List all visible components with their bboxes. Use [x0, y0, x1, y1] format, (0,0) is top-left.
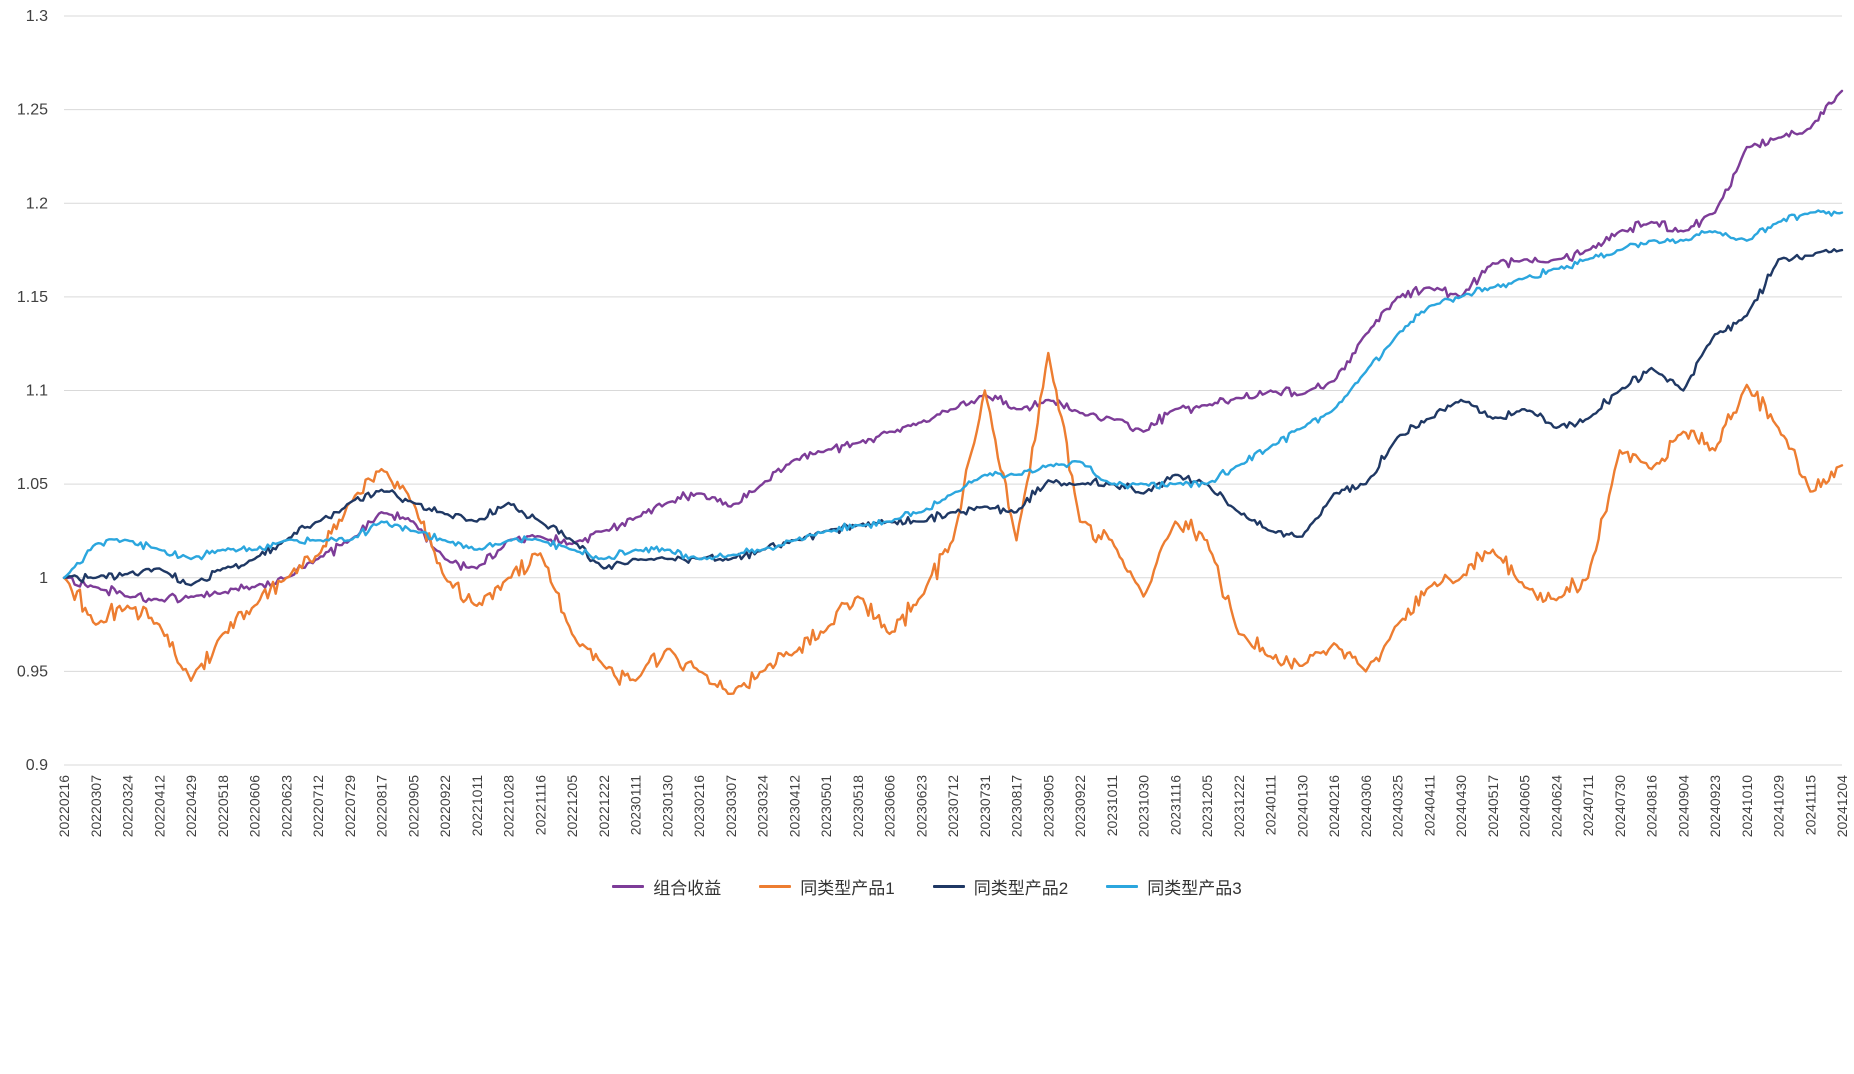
y-tick-label: 1.2: [26, 195, 48, 212]
x-tick-label: 20240711: [1580, 775, 1596, 836]
y-tick-label: 1.05: [17, 476, 48, 493]
x-tick-label: 20240111: [1263, 775, 1279, 835]
x-tick-label: 20230731: [977, 775, 993, 838]
y-tick-label: 1.25: [17, 102, 48, 119]
x-tick-label: 20240923: [1707, 775, 1723, 838]
x-tick-label: 20240904: [1675, 775, 1691, 838]
x-tick-label: 20230623: [913, 775, 929, 838]
legend-swatch-icon: [1106, 885, 1139, 888]
x-tick-label: 20240605: [1517, 775, 1533, 838]
x-tick-label: 20220518: [215, 775, 231, 838]
series-line-4: [62, 209, 1844, 579]
x-tick-label: 20230817: [1009, 775, 1025, 838]
legend-label: 同类型产品3: [1147, 879, 1242, 898]
x-tick-label: 20241029: [1771, 775, 1787, 838]
legend-swatch-icon: [759, 885, 792, 888]
x-tick-label: 20220216: [56, 775, 72, 838]
x-tick-label: 20220922: [437, 775, 453, 838]
x-tick-label: 20240411: [1421, 775, 1437, 836]
x-tick-label: 20240325: [1390, 775, 1406, 838]
y-tick-label: 1: [39, 570, 48, 587]
x-tick-label: 20230111: [628, 775, 644, 835]
x-tick-label: 20240430: [1453, 775, 1469, 838]
x-tick-label: 20220429: [183, 775, 199, 838]
x-tick-label: 20230712: [945, 775, 961, 838]
x-tick-label: 20231222: [1231, 775, 1247, 838]
legend-item-4: 同类型产品3: [1106, 874, 1242, 899]
x-tick-label: 20240517: [1485, 775, 1501, 838]
x-tick-label: 20231116: [1167, 775, 1183, 835]
x-tick-label: 20241115: [1802, 775, 1818, 835]
x-tick-label: 20230216: [691, 775, 707, 838]
x-tick-label: 20230130: [659, 775, 675, 838]
x-tick-label: 20221222: [596, 775, 612, 838]
x-tick-label: 20231030: [1136, 775, 1152, 838]
y-tick-label: 0.95: [17, 663, 48, 680]
legend-label: 同类型产品2: [973, 879, 1069, 898]
y-tick-label: 1.1: [26, 383, 48, 400]
series-line-2: [62, 351, 1844, 695]
y-tick-label: 1.3: [26, 8, 48, 25]
legend-item-1: 组合收益: [612, 874, 721, 899]
y-tick-label: 1.15: [17, 289, 48, 306]
x-tick-label: 20220307: [88, 775, 104, 838]
x-tick-label: 20240730: [1612, 775, 1628, 838]
x-tick-label: 20230922: [1072, 775, 1088, 838]
x-tick-label: 20230518: [850, 775, 866, 838]
x-tick-label: 20221205: [564, 775, 580, 838]
x-tick-label: 20240130: [1294, 775, 1310, 838]
x-tick-label: 20220606: [247, 775, 263, 838]
x-tick-label: 20221028: [501, 775, 517, 838]
x-tick-label: 20230324: [755, 775, 771, 838]
legend-swatch-icon: [932, 885, 965, 888]
x-tick-label: 20221011: [469, 775, 485, 836]
x-tick-label: 20240216: [1326, 775, 1342, 838]
x-tick-label: 20241204: [1834, 775, 1850, 838]
chart-legend: 组合收益 同类型产品1 同类型产品2 同类型产品3: [0, 874, 1854, 899]
x-tick-label: 20240816: [1644, 775, 1660, 838]
x-tick-label: 20241010: [1739, 775, 1755, 838]
y-tick-label: 0.9: [26, 757, 48, 774]
legend-label: 同类型产品1: [800, 879, 895, 898]
series-line-1: [62, 89, 1844, 604]
x-tick-label: 20230606: [882, 775, 898, 838]
x-tick-label: 20220712: [310, 775, 326, 838]
x-tick-label: 20230905: [1040, 775, 1056, 838]
x-tick-label: 20220412: [151, 775, 167, 838]
x-tick-label: 20220817: [374, 775, 390, 838]
x-tick-label: 20221116: [532, 775, 548, 835]
x-tick-label: 20230501: [818, 775, 834, 838]
x-tick-label: 20231011: [1104, 775, 1120, 836]
x-tick-label: 20220905: [405, 775, 421, 838]
legend-item-3: 同类型产品2: [932, 874, 1069, 899]
x-tick-label: 20230307: [723, 775, 739, 838]
x-tick-label: 20220729: [342, 775, 358, 838]
x-tick-label: 20231205: [1199, 775, 1215, 838]
x-tick-label: 20240624: [1548, 775, 1564, 838]
legend-swatch-icon: [612, 885, 645, 888]
legend-item-2: 同类型产品1: [759, 874, 895, 899]
x-tick-label: 20220324: [120, 775, 136, 838]
x-tick-label: 20230412: [786, 775, 802, 838]
x-tick-label: 20240306: [1358, 775, 1374, 838]
legend-label: 组合收益: [653, 879, 722, 898]
series-line-3: [62, 248, 1844, 587]
x-tick-label: 20220623: [278, 775, 294, 838]
